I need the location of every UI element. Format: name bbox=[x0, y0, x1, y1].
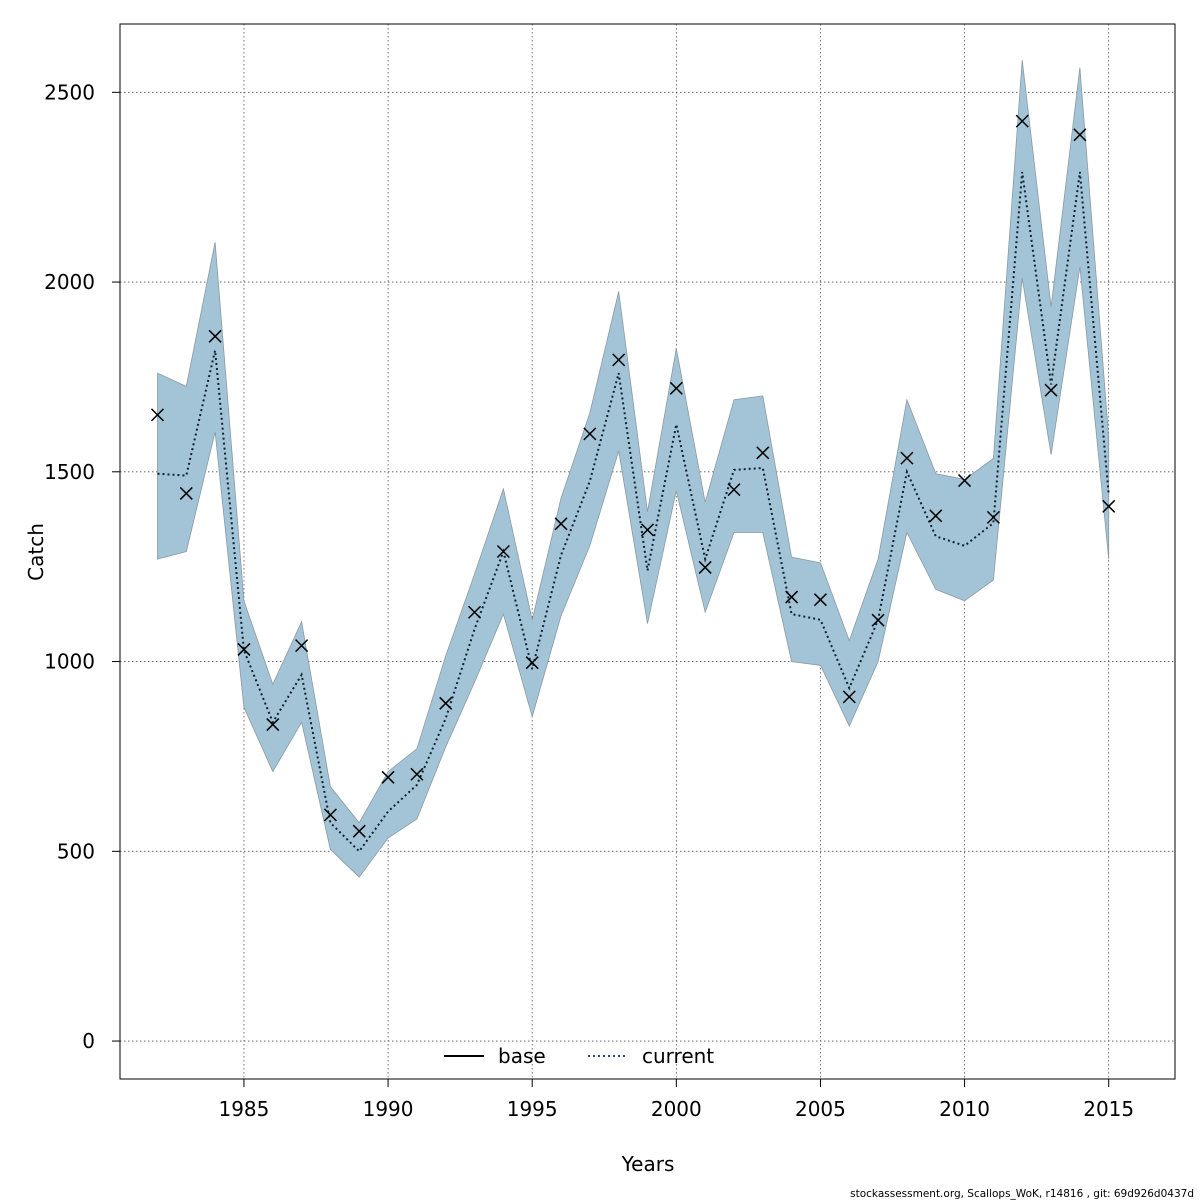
observed-point bbox=[179, 486, 193, 500]
y-tick-label: 500 bbox=[57, 839, 95, 863]
observed-point bbox=[496, 544, 510, 559]
observed-points bbox=[150, 114, 1116, 838]
y-tick-label: 2000 bbox=[44, 270, 95, 294]
observed-point bbox=[554, 517, 568, 531]
footer-credit: stockassessment.org, Scallops_WoK, r1481… bbox=[850, 1188, 1194, 1200]
observed-point bbox=[208, 329, 222, 343]
current-line bbox=[157, 171, 1110, 853]
observed-point bbox=[150, 408, 165, 422]
observed-point bbox=[669, 381, 683, 395]
observed-point bbox=[871, 613, 885, 627]
observed-point bbox=[842, 690, 856, 704]
observed-point bbox=[352, 824, 366, 838]
observed-point bbox=[583, 427, 597, 441]
y-tick-label: 0 bbox=[82, 1029, 95, 1053]
observed-point bbox=[410, 767, 424, 781]
y-tick-label: 2500 bbox=[44, 80, 95, 104]
observed-point bbox=[439, 696, 453, 710]
observed-point bbox=[1015, 114, 1029, 128]
y-tick-label: 1000 bbox=[44, 650, 95, 674]
observed-point bbox=[929, 509, 943, 523]
observed-point bbox=[813, 593, 827, 607]
x-tick-label: 2000 bbox=[651, 1097, 702, 1121]
observed-point bbox=[612, 353, 626, 367]
axes: 1985 1990 1995 2000 2005 2010 2015 0 500 1000 1500… bbox=[44, 80, 1134, 1121]
x-tick-label: 1995 bbox=[507, 1097, 558, 1121]
observed-point bbox=[237, 642, 251, 656]
observed-point bbox=[1044, 383, 1058, 397]
observed-point bbox=[381, 770, 395, 784]
x-tick-label: 2005 bbox=[795, 1097, 846, 1121]
observed-point bbox=[958, 474, 972, 488]
observed-point bbox=[266, 718, 280, 732]
observed-point bbox=[1073, 128, 1087, 142]
x-tick-label: 2010 bbox=[939, 1097, 990, 1121]
observed-point bbox=[756, 446, 770, 460]
legend: base current bbox=[444, 1044, 714, 1068]
y-axis-title: Catch bbox=[24, 523, 48, 581]
legend-label-base: base bbox=[498, 1044, 546, 1068]
x-tick-label: 1985 bbox=[218, 1097, 269, 1121]
observed-point bbox=[698, 560, 712, 574]
y-tick-label: 1500 bbox=[44, 460, 95, 484]
observed-point bbox=[640, 523, 655, 537]
current-series bbox=[157, 171, 1110, 853]
legend-label-current: current bbox=[642, 1044, 714, 1068]
observed-point bbox=[468, 605, 482, 619]
observed-point bbox=[323, 808, 337, 822]
x-tick-label: 2015 bbox=[1083, 1097, 1134, 1121]
x-axis-title: Years bbox=[621, 1152, 675, 1176]
plot-frame bbox=[119, 23, 1176, 1080]
observed-point bbox=[727, 483, 741, 497]
observed-point bbox=[900, 451, 914, 465]
observed-point bbox=[525, 656, 539, 670]
observed-point bbox=[1102, 499, 1116, 513]
observed-point bbox=[785, 590, 799, 604]
x-tick-label: 1990 bbox=[363, 1097, 414, 1121]
observed-point bbox=[986, 510, 1000, 524]
observed-point bbox=[295, 639, 309, 653]
